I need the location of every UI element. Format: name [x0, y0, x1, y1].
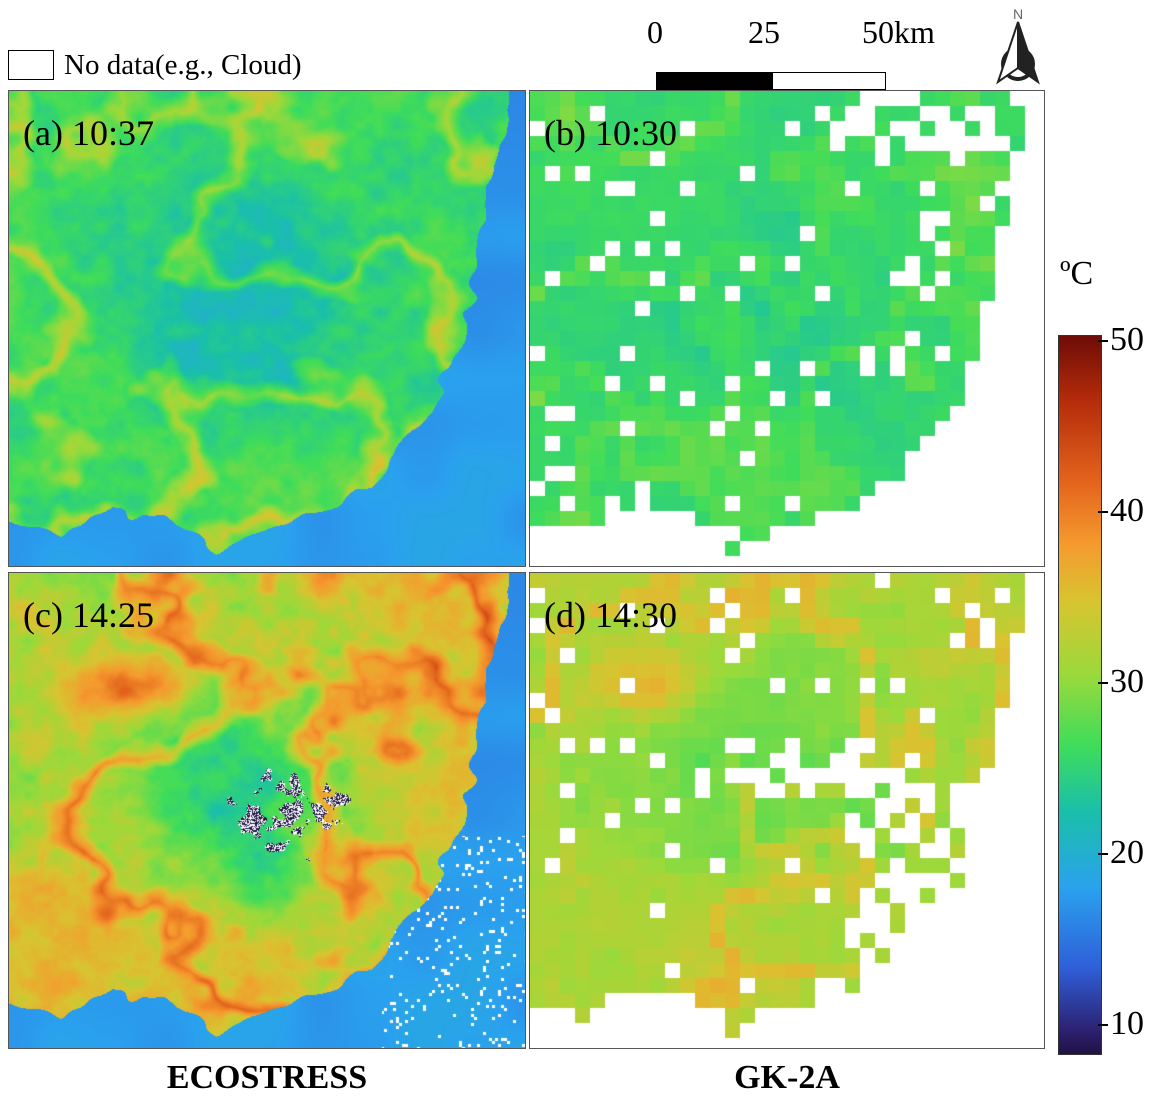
- lst-map-c: [9, 573, 525, 1048]
- scale-label-50km: 50km: [862, 14, 935, 50]
- lst-map-a: [9, 91, 525, 566]
- panel-label-c: (c) 14:25: [23, 595, 154, 635]
- colorbar-label-10: 10: [1110, 1005, 1144, 1042]
- panel-gk2a-afternoon: (d) 14:30: [529, 572, 1045, 1049]
- colorbar-label-40: 40: [1110, 492, 1144, 529]
- panel-ecostress-afternoon: (c) 14:25: [8, 572, 526, 1049]
- scale-label-0: 0: [647, 14, 663, 50]
- colorbar-unit: ºC: [1060, 255, 1094, 292]
- lst-map-b: [530, 91, 1044, 566]
- scale-bar-segment-white: [772, 72, 886, 90]
- panel-label-b: (b) 10:30: [544, 113, 677, 153]
- no-data-swatch: [8, 50, 54, 80]
- scale-bar-segment-black: [656, 72, 773, 90]
- north-arrow-icon: [996, 21, 1040, 85]
- colorbar-label-30: 30: [1110, 663, 1144, 700]
- colorbar-tick-20: [1098, 853, 1108, 855]
- colorbar: [1058, 335, 1102, 1055]
- scale-label-25: 25: [748, 14, 780, 50]
- colorbar-tick-30: [1098, 682, 1108, 684]
- panel-label-a: (a) 10:37: [23, 113, 154, 153]
- north-arrow: N: [992, 6, 1044, 86]
- panel-ecostress-morning: (a) 10:37: [8, 90, 526, 567]
- scale-bar: 0 25 50km: [647, 12, 950, 90]
- lst-map-d: [530, 573, 1044, 1048]
- column-title-ecostress: ECOSTRESS: [166, 1059, 368, 1096]
- colorbar-tick-50: [1098, 340, 1108, 342]
- colorbar-label-50: 50: [1110, 321, 1144, 358]
- north-letter: N: [1012, 6, 1024, 22]
- panel-label-d: (d) 14:30: [544, 595, 677, 635]
- colorbar-tick-10: [1098, 1024, 1108, 1026]
- panel-gk2a-morning: (b) 10:30: [529, 90, 1045, 567]
- no-data-legend: No data(e.g., Cloud): [8, 48, 302, 82]
- colorbar-label-20: 20: [1110, 834, 1144, 871]
- colorbar-tick-40: [1098, 511, 1108, 513]
- no-data-label: No data(e.g., Cloud): [64, 49, 302, 81]
- column-title-gk2a: GK-2A: [734, 1059, 840, 1096]
